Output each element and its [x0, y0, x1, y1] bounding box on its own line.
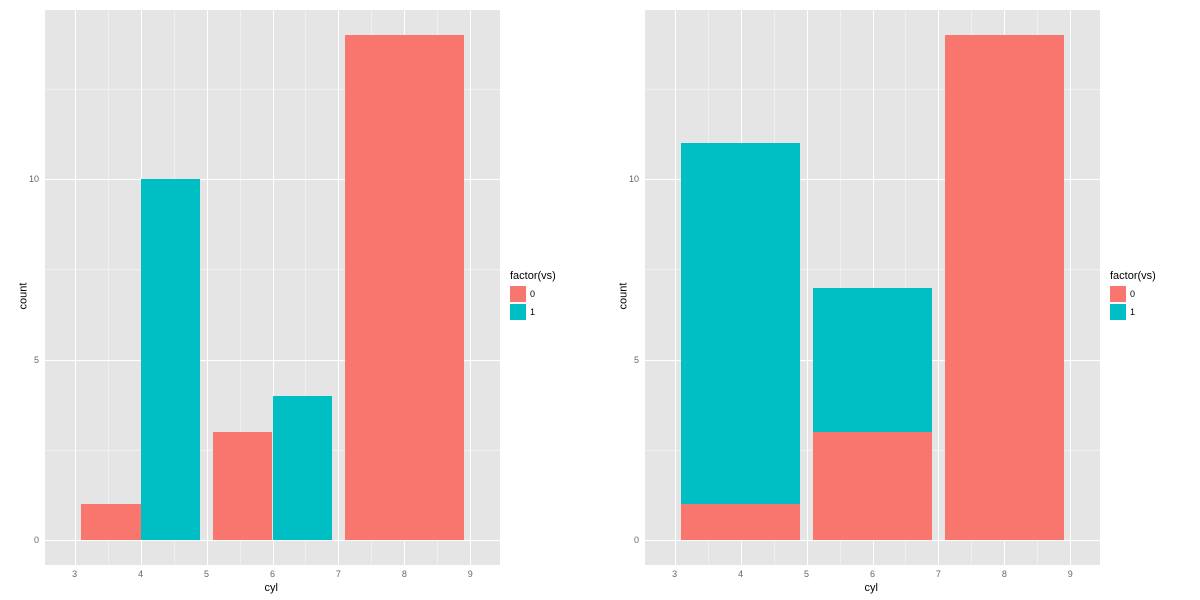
- legend-label: 0: [530, 289, 535, 299]
- x-tick-label: 9: [468, 565, 473, 579]
- bar: [945, 35, 1064, 540]
- legend-item: 0: [510, 286, 556, 302]
- gridline-major: [207, 10, 208, 565]
- legend-title: factor(vs): [510, 270, 556, 282]
- y-tick-label: 10: [29, 174, 45, 184]
- legend-item: 1: [1110, 304, 1156, 320]
- legend-label: 0: [1130, 289, 1135, 299]
- x-tick-label: 6: [870, 565, 875, 579]
- x-tick-label: 7: [936, 565, 941, 579]
- gridline-major: [338, 10, 339, 565]
- x-tick-label: 5: [804, 565, 809, 579]
- bar: [345, 35, 464, 540]
- legend-key: [510, 304, 526, 320]
- legend-item: 1: [510, 304, 556, 320]
- legend-swatch: [510, 286, 526, 302]
- gridline-major: [470, 10, 471, 565]
- y-tick-label: 0: [634, 535, 645, 545]
- x-axis-title: cyl: [265, 582, 278, 594]
- y-tick-label: 5: [34, 355, 45, 365]
- gridline-major: [1070, 10, 1071, 565]
- y-tick-label: 5: [634, 355, 645, 365]
- gridline-minor: [108, 10, 109, 565]
- bar: [813, 432, 932, 540]
- legend-swatch: [510, 304, 526, 320]
- legend: factor(vs) 0 1: [1110, 270, 1156, 322]
- bar: [681, 143, 800, 503]
- x-tick-label: 4: [738, 565, 743, 579]
- bar: [141, 179, 200, 539]
- x-tick-label: 7: [336, 565, 341, 579]
- bar: [81, 504, 140, 540]
- right-chart-panel: 05103456789: [645, 10, 1100, 565]
- x-tick-label: 9: [1068, 565, 1073, 579]
- x-tick-label: 6: [270, 565, 275, 579]
- x-tick-label: 4: [138, 565, 143, 579]
- x-tick-label: 8: [402, 565, 407, 579]
- legend-swatch: [1110, 304, 1126, 320]
- legend: factor(vs) 0 1: [510, 270, 556, 322]
- bar: [681, 504, 800, 540]
- legend-label: 1: [530, 307, 535, 317]
- legend-key: [510, 286, 526, 302]
- x-axis-title: cyl: [865, 582, 878, 594]
- gridline-major: [675, 10, 676, 565]
- y-axis-title: count: [17, 283, 29, 310]
- legend-title: factor(vs): [1110, 270, 1156, 282]
- y-tick-label: 10: [629, 174, 645, 184]
- legend-label: 1: [1130, 307, 1135, 317]
- bar: [273, 396, 332, 540]
- left-chart: 05103456789 count cyl factor(vs) 01: [0, 0, 600, 600]
- x-tick-label: 3: [72, 565, 77, 579]
- bar: [813, 288, 932, 432]
- y-tick-label: 0: [34, 535, 45, 545]
- legend-swatch: [1110, 286, 1126, 302]
- gridline-major: [75, 10, 76, 565]
- y-axis-title: count: [617, 283, 629, 310]
- legend-key: [1110, 304, 1126, 320]
- right-chart: 05103456789 count cyl factor(vs) 01: [600, 0, 1200, 600]
- x-tick-label: 3: [672, 565, 677, 579]
- gridline-major: [807, 10, 808, 565]
- legend-item: 0: [1110, 286, 1156, 302]
- x-tick-label: 5: [204, 565, 209, 579]
- x-tick-label: 8: [1002, 565, 1007, 579]
- gridline-major: [938, 10, 939, 565]
- legend-key: [1110, 286, 1126, 302]
- bar: [213, 432, 272, 540]
- left-chart-panel: 05103456789: [45, 10, 500, 565]
